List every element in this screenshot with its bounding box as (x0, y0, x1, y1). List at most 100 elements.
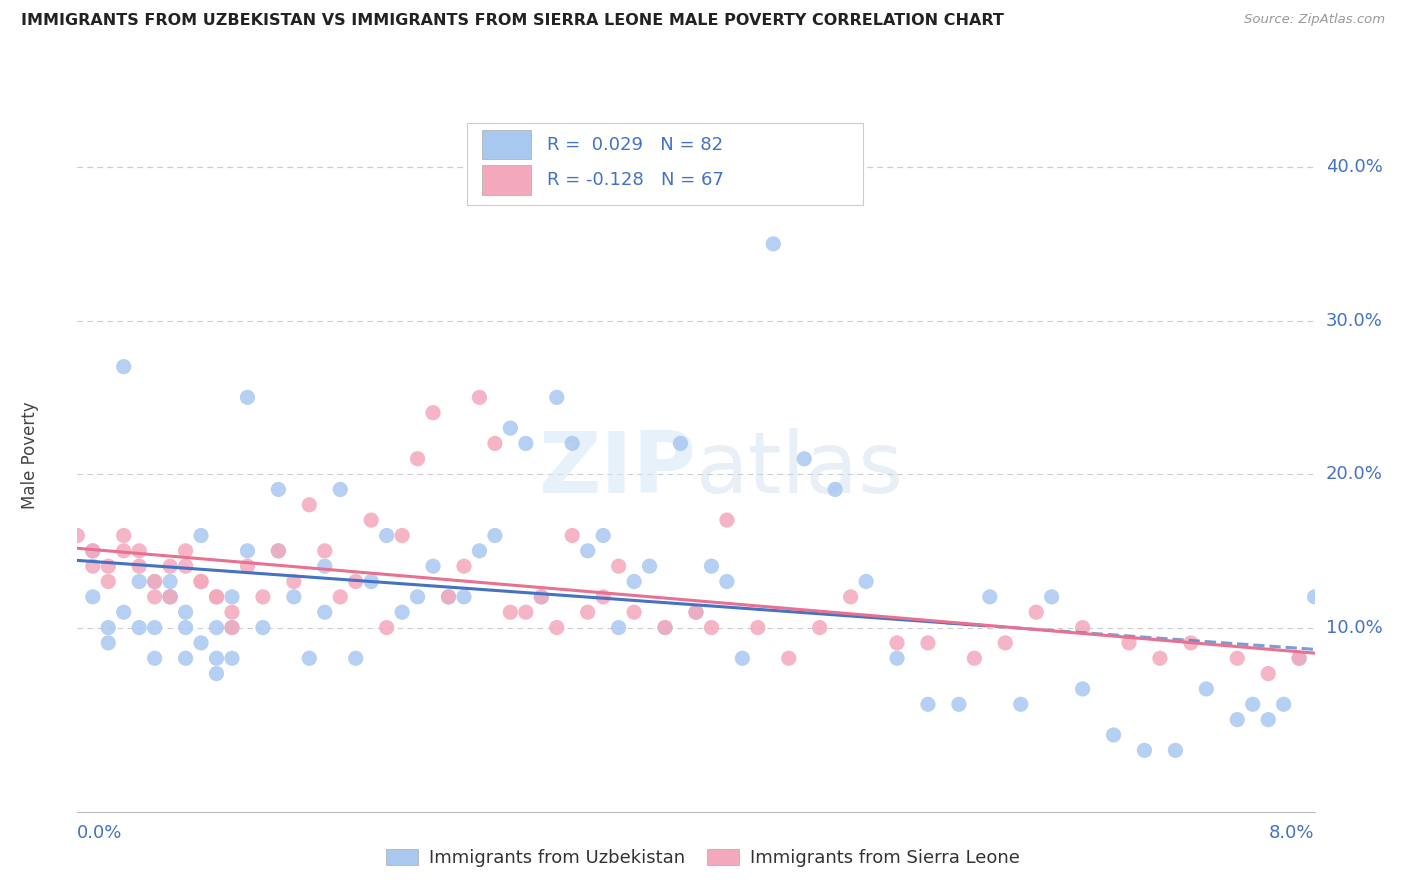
Text: ZIP: ZIP (538, 427, 696, 511)
Point (236, 559, 259, 574)
Point (236, 544, 259, 558)
Point (205, 666, 228, 681)
Point (576, 605, 599, 619)
Point (886, 651, 908, 665)
Point (484, 436, 506, 450)
Point (994, 636, 1017, 650)
Point (236, 390, 259, 404)
Text: 0.0%: 0.0% (77, 824, 122, 842)
Point (793, 451, 815, 466)
Point (143, 574, 166, 589)
Point (546, 621, 568, 635)
Point (128, 559, 150, 574)
Point (700, 559, 723, 574)
Text: 20.0%: 20.0% (1326, 465, 1382, 483)
Point (515, 436, 537, 450)
Legend: Immigrants from Uzbekistan, Immigrants from Sierra Leone: Immigrants from Uzbekistan, Immigrants f… (378, 841, 1028, 874)
Text: Male Poverty: Male Poverty (21, 401, 39, 508)
Point (1272, 698, 1295, 712)
Point (607, 559, 630, 574)
Point (267, 544, 290, 558)
Point (190, 528, 212, 542)
Point (391, 605, 413, 619)
Point (190, 574, 212, 589)
Point (159, 559, 181, 574)
Point (97, 559, 120, 574)
Point (499, 421, 522, 435)
Point (685, 605, 707, 619)
Point (174, 544, 197, 558)
Point (515, 605, 537, 619)
Point (128, 574, 150, 589)
Point (731, 651, 754, 665)
Point (128, 544, 150, 558)
Point (97, 574, 120, 589)
Point (1288, 651, 1310, 665)
Text: IMMIGRANTS FROM UZBEKISTAN VS IMMIGRANTS FROM SIERRA LEONE MALE POVERTY CORRELAT: IMMIGRANTS FROM UZBEKISTAN VS IMMIGRANTS… (21, 13, 1004, 29)
Point (948, 698, 970, 712)
Point (66, 528, 89, 542)
Point (344, 574, 367, 589)
Bar (482, 165, 531, 195)
Point (159, 590, 181, 604)
Point (391, 528, 413, 542)
Point (375, 528, 398, 542)
Point (1133, 743, 1156, 757)
Point (530, 590, 553, 604)
Point (298, 498, 321, 512)
Point (963, 651, 986, 665)
Point (1071, 621, 1094, 635)
Point (143, 621, 166, 635)
Point (623, 605, 645, 619)
Point (1180, 636, 1202, 650)
Point (406, 590, 429, 604)
Point (855, 574, 877, 589)
Point (314, 559, 336, 574)
Point (1040, 590, 1063, 604)
Point (762, 236, 785, 251)
Point (839, 590, 862, 604)
Point (112, 528, 135, 542)
Point (221, 651, 243, 665)
Point (174, 651, 197, 665)
Point (453, 559, 475, 574)
Point (623, 574, 645, 589)
Point (1226, 713, 1249, 727)
Point (1257, 713, 1279, 727)
Point (700, 621, 723, 635)
Point (82, 544, 104, 558)
Point (252, 590, 274, 604)
Point (716, 574, 738, 589)
Point (1241, 698, 1264, 712)
Point (1257, 666, 1279, 681)
Point (607, 621, 630, 635)
Point (654, 621, 676, 635)
Text: 40.0%: 40.0% (1326, 158, 1382, 177)
Point (530, 590, 553, 604)
Point (1010, 698, 1032, 712)
Point (190, 574, 212, 589)
Point (778, 651, 800, 665)
Point (422, 559, 444, 574)
Point (406, 451, 429, 466)
Point (174, 621, 197, 635)
Point (422, 406, 444, 420)
Point (1102, 728, 1125, 742)
Point (112, 605, 135, 619)
Point (221, 621, 243, 635)
Point (205, 651, 228, 665)
Point (468, 390, 491, 404)
Point (824, 483, 846, 497)
Point (546, 390, 568, 404)
Point (808, 621, 831, 635)
Point (174, 605, 197, 619)
Point (375, 621, 398, 635)
Point (143, 651, 166, 665)
Point (1288, 651, 1310, 665)
Point (205, 621, 228, 635)
Point (468, 544, 491, 558)
Point (283, 590, 305, 604)
Point (283, 574, 305, 589)
Point (221, 590, 243, 604)
Point (576, 544, 599, 558)
